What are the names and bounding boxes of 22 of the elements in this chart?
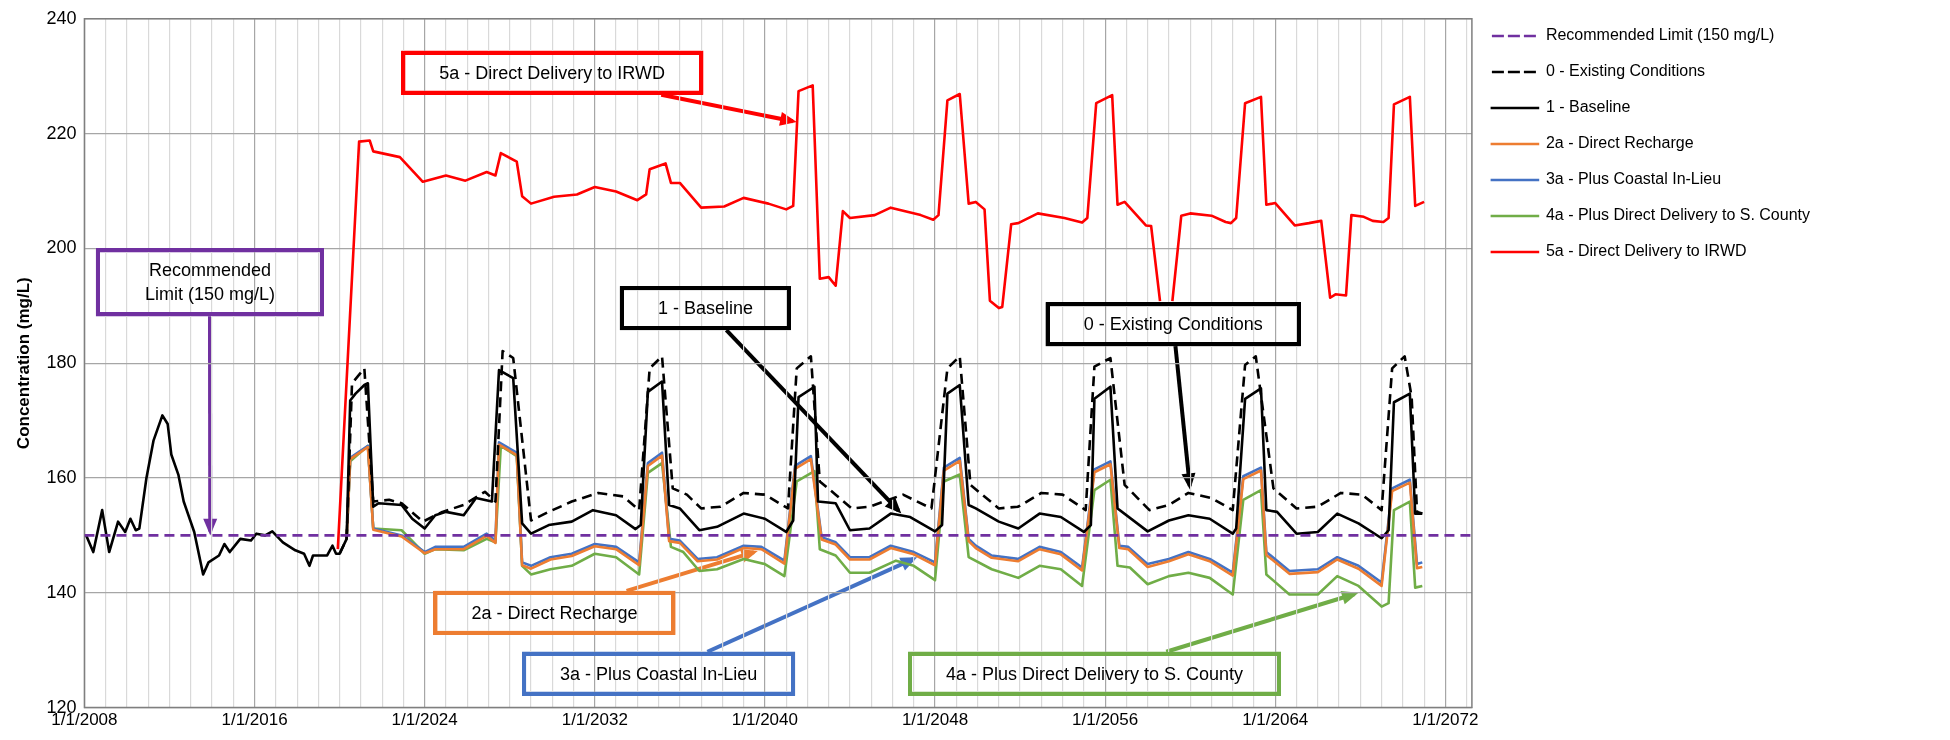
legend-label: 4a - Plus Direct Delivery to S. County	[1545, 206, 1810, 224]
y-axis-title: Concentration (mg/L)	[13, 277, 33, 450]
x-tick-label: 1/1/2072	[1412, 710, 1479, 730]
x-tick-label: 1/1/2024	[391, 710, 458, 730]
legend-label: Recommended Limit (150 mg/L)	[1545, 26, 1775, 44]
x-tick-label: 1/1/2016	[221, 710, 288, 730]
y-tick-label: 160	[46, 466, 77, 487]
y-tick-label: 200	[46, 237, 77, 258]
x-tick-label: 1/1/2064	[1242, 710, 1309, 730]
y-tick-label: 240	[46, 7, 77, 28]
legend-label: 0 - Existing Conditions	[1545, 62, 1706, 80]
y-tick-label: 140	[46, 581, 77, 602]
legend-label: 1 - Baseline	[1545, 98, 1631, 116]
x-tick-label: 1/1/2056	[1072, 710, 1139, 730]
x-tick-label: 1/1/2040	[731, 710, 798, 730]
x-tick-label: 1/1/2048	[901, 710, 969, 730]
x-tick-label: 1/1/2032	[561, 710, 628, 730]
y-tick-label: 220	[46, 122, 77, 143]
legend-label: 3a - Plus Coastal In-Lieu	[1545, 170, 1722, 188]
legend-label: 2a - Direct Recharge	[1545, 134, 1694, 152]
y-tick-label: 180	[46, 352, 77, 373]
legend-label: 5a - Direct Delivery to IRWD	[1545, 242, 1747, 260]
